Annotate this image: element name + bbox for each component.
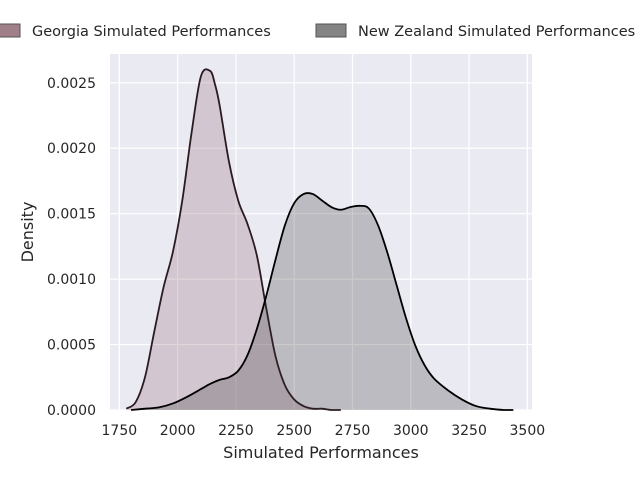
y-tick-label: 0.0020: [47, 141, 96, 157]
grid: [110, 54, 532, 411]
plot-background: [110, 54, 532, 410]
georgia-density-area: [126, 69, 341, 410]
georgia-density-line: [125, 68, 341, 411]
y-axis: 0.0000 0.0005 0.0010 0.0015 0.0020 0.0025: [47, 76, 96, 419]
y-tick-label: 0.0010: [47, 272, 96, 288]
y-tick-label: 0.0005: [47, 338, 96, 354]
georgia-legend-label: Georgia Simulated Performances: [32, 24, 271, 40]
series-layer: [125, 68, 514, 411]
x-tick-label: 2500: [276, 423, 312, 439]
x-tick-label: 2250: [218, 423, 254, 439]
y-tick-label: 0.0025: [47, 76, 96, 92]
new-zealand-legend-swatch: [315, 23, 347, 38]
new-zealand-density-area: [130, 193, 514, 410]
x-tick-label: 2750: [335, 423, 371, 439]
georgia-legend-swatch: [0, 23, 21, 38]
x-tick-label: 1750: [102, 423, 138, 439]
new-zealand-density-line: [130, 192, 514, 411]
x-axis: 1750 2000 2250 2500 2750 3000 3250 3500: [102, 423, 546, 439]
x-tick-label: 3250: [451, 423, 487, 439]
new-zealand-legend-label: New Zealand Simulated Performances: [358, 24, 635, 40]
legend: Georgia Simulated Performances New Zealan…: [0, 23, 635, 40]
y-tick-label: 0.0015: [47, 207, 96, 223]
x-tick-label: 2000: [160, 423, 196, 439]
x-tick-label: 3000: [393, 423, 429, 439]
y-tick-label: 0.0000: [47, 403, 96, 419]
x-tick-label: 3500: [510, 423, 546, 439]
x-axis-label: Simulated Performances: [223, 443, 419, 462]
y-axis-label: Density: [18, 202, 37, 263]
